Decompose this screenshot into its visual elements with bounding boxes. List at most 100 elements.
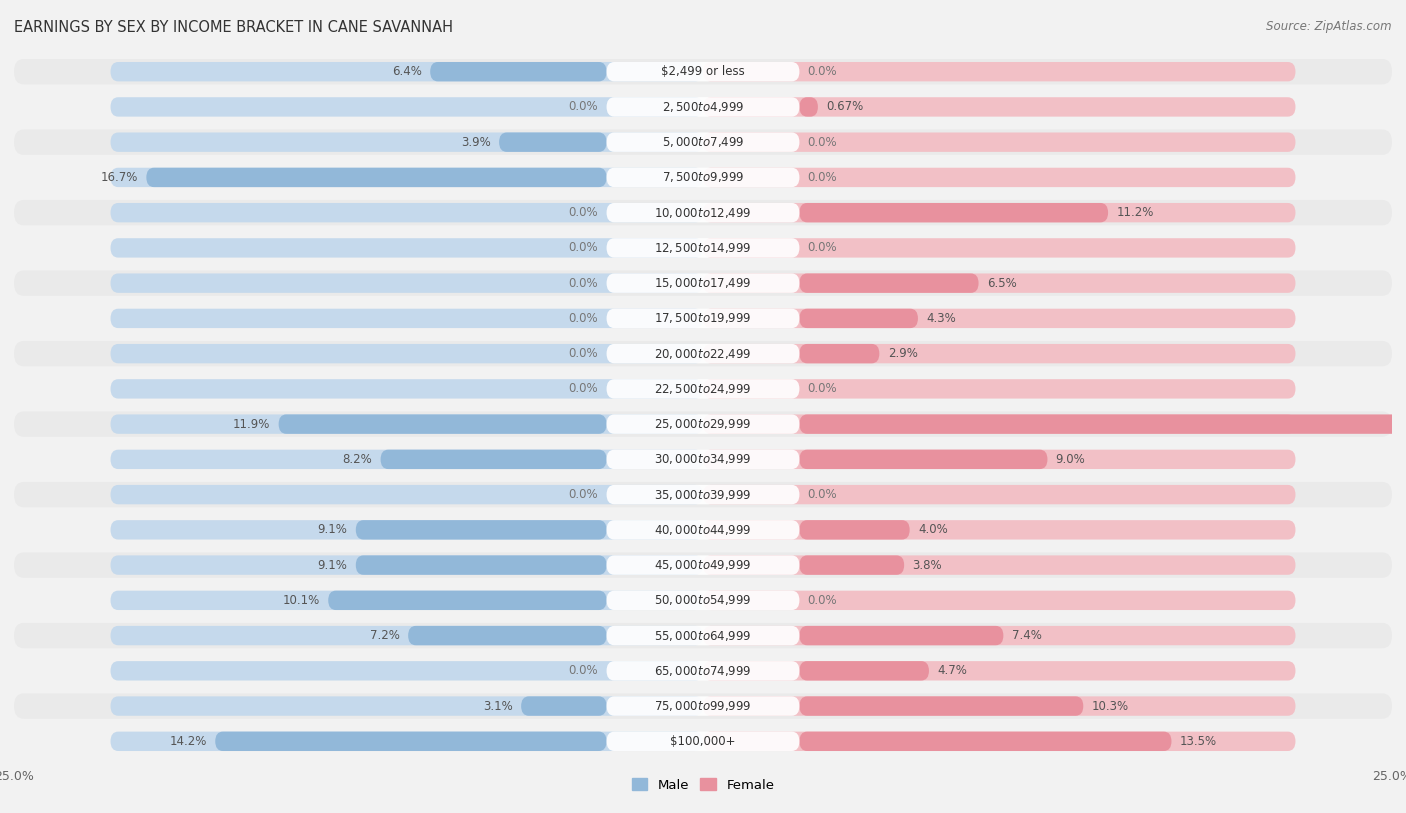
FancyBboxPatch shape xyxy=(800,309,918,328)
Text: 7.4%: 7.4% xyxy=(1012,629,1042,642)
FancyBboxPatch shape xyxy=(14,446,1392,472)
Text: 8.2%: 8.2% xyxy=(343,453,373,466)
FancyBboxPatch shape xyxy=(111,415,703,434)
FancyBboxPatch shape xyxy=(14,59,1392,85)
FancyBboxPatch shape xyxy=(800,415,1400,434)
FancyBboxPatch shape xyxy=(606,309,800,328)
FancyBboxPatch shape xyxy=(606,626,800,646)
Text: $50,000 to $54,999: $50,000 to $54,999 xyxy=(654,593,752,607)
FancyBboxPatch shape xyxy=(111,167,703,187)
Text: 6.5%: 6.5% xyxy=(987,276,1017,289)
Text: 0.0%: 0.0% xyxy=(568,382,599,395)
FancyBboxPatch shape xyxy=(606,62,800,81)
Text: $5,000 to $7,499: $5,000 to $7,499 xyxy=(662,135,744,149)
FancyBboxPatch shape xyxy=(606,238,800,258)
Text: $40,000 to $44,999: $40,000 to $44,999 xyxy=(654,523,752,537)
FancyBboxPatch shape xyxy=(606,98,800,116)
FancyBboxPatch shape xyxy=(14,165,1392,190)
Text: 7.2%: 7.2% xyxy=(370,629,399,642)
FancyBboxPatch shape xyxy=(800,98,818,116)
FancyBboxPatch shape xyxy=(703,520,1295,540)
FancyBboxPatch shape xyxy=(800,732,1171,751)
FancyBboxPatch shape xyxy=(606,591,800,610)
FancyBboxPatch shape xyxy=(606,697,800,715)
Text: $75,000 to $99,999: $75,000 to $99,999 xyxy=(654,699,752,713)
FancyBboxPatch shape xyxy=(606,485,800,504)
FancyBboxPatch shape xyxy=(800,344,879,363)
Text: 9.1%: 9.1% xyxy=(318,559,347,572)
Text: $10,000 to $12,499: $10,000 to $12,499 xyxy=(654,206,752,220)
FancyBboxPatch shape xyxy=(800,626,1004,646)
Text: 16.7%: 16.7% xyxy=(101,171,138,184)
FancyBboxPatch shape xyxy=(111,62,703,81)
Text: 0.0%: 0.0% xyxy=(807,171,838,184)
FancyBboxPatch shape xyxy=(14,376,1392,402)
Text: $2,500 to $4,999: $2,500 to $4,999 xyxy=(662,100,744,114)
FancyBboxPatch shape xyxy=(111,98,703,116)
Text: $7,500 to $9,999: $7,500 to $9,999 xyxy=(662,171,744,185)
FancyBboxPatch shape xyxy=(800,203,1108,222)
FancyBboxPatch shape xyxy=(606,555,800,575)
FancyBboxPatch shape xyxy=(800,661,929,680)
Legend: Male, Female: Male, Female xyxy=(626,773,780,797)
FancyBboxPatch shape xyxy=(703,732,1295,751)
Text: $17,500 to $19,999: $17,500 to $19,999 xyxy=(654,311,752,325)
FancyBboxPatch shape xyxy=(703,167,1295,187)
FancyBboxPatch shape xyxy=(800,555,904,575)
FancyBboxPatch shape xyxy=(111,555,703,575)
FancyBboxPatch shape xyxy=(499,133,606,152)
FancyBboxPatch shape xyxy=(606,167,800,187)
FancyBboxPatch shape xyxy=(146,167,606,187)
Text: $25,000 to $29,999: $25,000 to $29,999 xyxy=(654,417,752,431)
FancyBboxPatch shape xyxy=(111,591,703,610)
FancyBboxPatch shape xyxy=(14,623,1392,648)
Text: $35,000 to $39,999: $35,000 to $39,999 xyxy=(654,488,752,502)
FancyBboxPatch shape xyxy=(14,482,1392,507)
Text: 14.2%: 14.2% xyxy=(170,735,207,748)
Text: $45,000 to $49,999: $45,000 to $49,999 xyxy=(654,558,752,572)
Text: 9.1%: 9.1% xyxy=(318,524,347,537)
FancyBboxPatch shape xyxy=(703,415,1295,434)
FancyBboxPatch shape xyxy=(606,344,800,363)
Text: 2.9%: 2.9% xyxy=(887,347,918,360)
FancyBboxPatch shape xyxy=(111,485,703,504)
FancyBboxPatch shape xyxy=(14,552,1392,578)
Text: 3.8%: 3.8% xyxy=(912,559,942,572)
FancyBboxPatch shape xyxy=(703,98,1295,116)
FancyBboxPatch shape xyxy=(703,273,1295,293)
FancyBboxPatch shape xyxy=(703,309,1295,328)
FancyBboxPatch shape xyxy=(356,555,606,575)
Text: $30,000 to $34,999: $30,000 to $34,999 xyxy=(654,452,752,467)
Text: $55,000 to $64,999: $55,000 to $64,999 xyxy=(654,628,752,642)
Text: $22,500 to $24,999: $22,500 to $24,999 xyxy=(654,382,752,396)
FancyBboxPatch shape xyxy=(606,450,800,469)
FancyBboxPatch shape xyxy=(14,693,1392,719)
FancyBboxPatch shape xyxy=(111,661,703,680)
Text: 0.0%: 0.0% xyxy=(568,101,599,114)
FancyBboxPatch shape xyxy=(606,273,800,293)
FancyBboxPatch shape xyxy=(703,238,1295,258)
FancyBboxPatch shape xyxy=(14,728,1392,754)
Text: 0.0%: 0.0% xyxy=(568,347,599,360)
FancyBboxPatch shape xyxy=(111,203,703,222)
FancyBboxPatch shape xyxy=(703,626,1295,646)
FancyBboxPatch shape xyxy=(14,411,1392,437)
Text: $2,499 or less: $2,499 or less xyxy=(661,65,745,78)
Text: $15,000 to $17,499: $15,000 to $17,499 xyxy=(654,276,752,290)
FancyBboxPatch shape xyxy=(14,341,1392,367)
Text: 0.0%: 0.0% xyxy=(807,382,838,395)
Text: 4.3%: 4.3% xyxy=(927,312,956,325)
FancyBboxPatch shape xyxy=(703,591,1295,610)
FancyBboxPatch shape xyxy=(800,450,1047,469)
FancyBboxPatch shape xyxy=(703,344,1295,363)
Text: 0.0%: 0.0% xyxy=(807,241,838,254)
Text: 13.5%: 13.5% xyxy=(1180,735,1216,748)
FancyBboxPatch shape xyxy=(703,697,1295,715)
FancyBboxPatch shape xyxy=(111,379,703,398)
FancyBboxPatch shape xyxy=(703,661,1295,680)
Text: 0.0%: 0.0% xyxy=(568,207,599,220)
Text: 0.0%: 0.0% xyxy=(568,488,599,501)
FancyBboxPatch shape xyxy=(606,661,800,680)
FancyBboxPatch shape xyxy=(14,588,1392,613)
FancyBboxPatch shape xyxy=(14,235,1392,261)
